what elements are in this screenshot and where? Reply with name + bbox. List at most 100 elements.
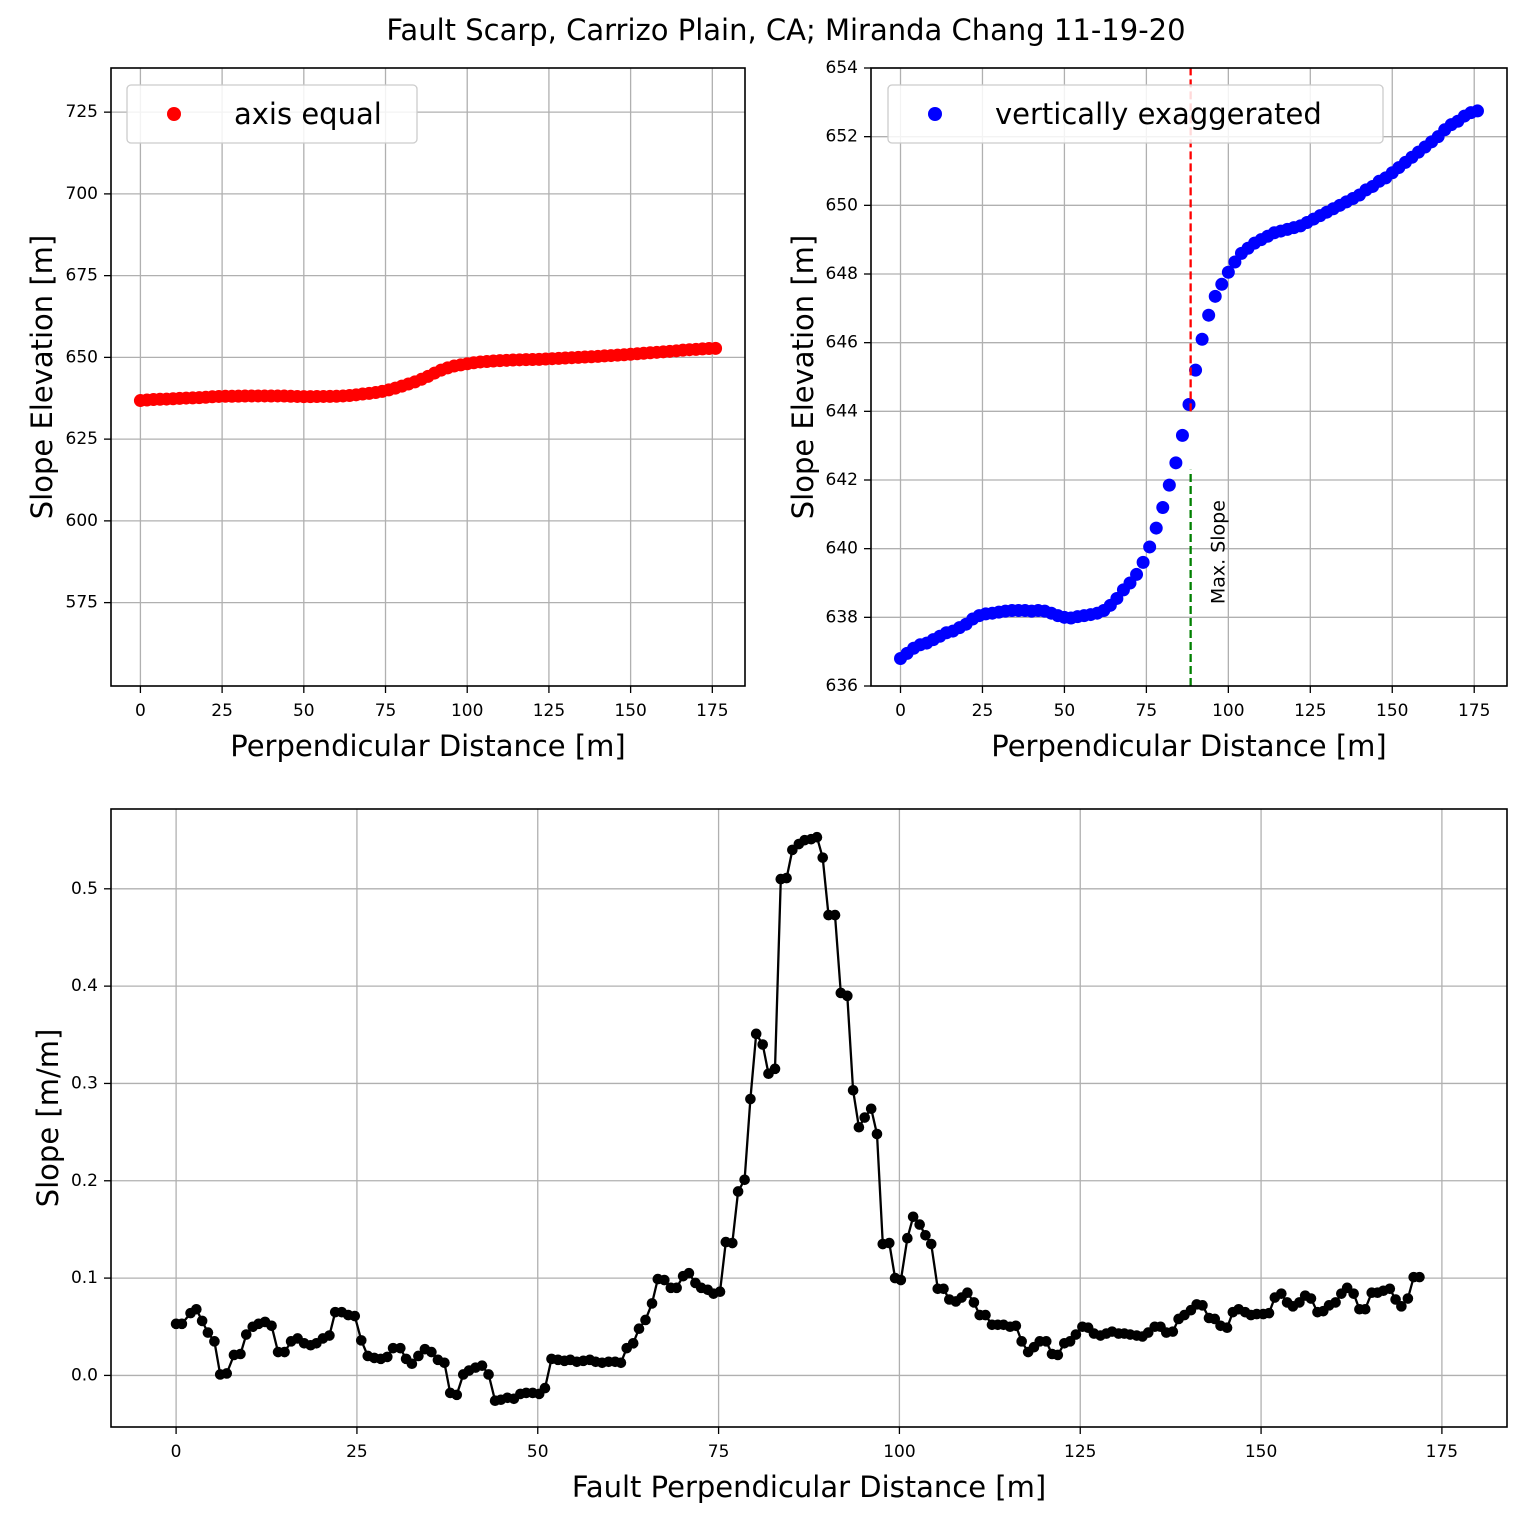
y-axis-label: Slope Elevation [m]: [25, 235, 59, 519]
x-tick-label: 0: [171, 1442, 182, 1462]
axes-frame: [110, 808, 1508, 1428]
data-point: [413, 1350, 424, 1362]
data-point: [1215, 277, 1229, 291]
data-point: [1221, 265, 1235, 279]
data-point: [750, 1028, 762, 1040]
data-point: [1402, 1293, 1414, 1304]
data-point: [476, 1360, 488, 1371]
data-point: [920, 1229, 931, 1241]
x-tick-label: 150: [1376, 701, 1408, 721]
y-axis-label: Slope [m/m]: [31, 1029, 65, 1208]
x-tick-label: 25: [972, 701, 994, 721]
data-point: [1221, 1322, 1233, 1334]
data-point: [209, 1336, 220, 1347]
data-point: [902, 1232, 913, 1244]
y-tick-label: 575: [66, 593, 98, 613]
data-point: [671, 1282, 682, 1294]
y-tick-label: 0.4: [71, 976, 98, 996]
x-tick-label: 0: [895, 701, 906, 721]
data-point: [1016, 1336, 1027, 1347]
data-point: [1263, 1307, 1275, 1319]
data-point: [640, 1314, 651, 1326]
x-axis-label: Fault Perpendicular Distance [m]: [572, 1470, 1046, 1504]
x-tick-label: 150: [614, 701, 646, 721]
data-point: [1305, 1293, 1317, 1304]
x-tick-label: 25: [346, 1442, 368, 1462]
y-tick-label: 725: [66, 102, 98, 122]
x-tick-label: 100: [883, 1442, 915, 1462]
data-point: [732, 1186, 744, 1197]
data-point: [938, 1283, 949, 1295]
data-point: [646, 1298, 658, 1309]
legend-label: vertically exaggerated: [995, 97, 1322, 131]
legend: vertically exaggerated: [887, 84, 1384, 144]
data-point: [1414, 1271, 1425, 1283]
data-point: [683, 1267, 695, 1279]
data-point: [1396, 1301, 1407, 1312]
x-tick-label: 0: [135, 701, 146, 721]
data-point: [853, 1121, 865, 1133]
data-point: [1189, 363, 1203, 377]
legend-box: [126, 84, 418, 144]
data-point: [781, 872, 792, 884]
x-tick-label: 50: [293, 701, 315, 721]
data-point: [1162, 478, 1176, 492]
data-point: [727, 1237, 738, 1249]
data-point: [406, 1358, 418, 1370]
x-axis-label: Perpendicular Distance [m]: [230, 729, 626, 763]
x-tick-label: 75: [1136, 701, 1158, 721]
legend: axis equal: [126, 84, 418, 144]
data-point: [968, 1297, 980, 1308]
y-tick-label: 640: [826, 539, 858, 559]
axis-equal-panel: 0 25 50 75 100 125 150 175 575 600 625 650 675 700 725…: [25, 67, 746, 763]
x-tick-label: 125: [1064, 1442, 1096, 1462]
x-tick-label: 125: [533, 701, 565, 721]
slope-panel: 0 25 50 75 100 125 150 175 0.0 0.1 0.2 0.3 0.4 0.5 Fau…: [31, 808, 1508, 1504]
data-point: [714, 1286, 726, 1298]
y-tick-label: 675: [66, 266, 98, 286]
data-point: [1348, 1288, 1359, 1299]
data-point: [659, 1274, 670, 1286]
y-tick-label: 650: [826, 195, 858, 215]
data-point: [426, 1346, 437, 1358]
x-tick-label: 100: [451, 701, 483, 721]
data-point: [324, 1330, 335, 1341]
y-tick-label: 646: [826, 333, 858, 353]
axes-frame: [870, 67, 1508, 687]
x-tick-label: 175: [1426, 1442, 1458, 1462]
x-tick-label: 50: [527, 1442, 549, 1462]
data-point: [1182, 397, 1196, 411]
data-point: [1359, 1303, 1371, 1315]
data-point: [817, 852, 829, 863]
data-point: [395, 1342, 406, 1354]
legend-box: [887, 84, 1384, 144]
x-tick-label: 175: [696, 701, 728, 721]
legend-marker: [167, 107, 181, 121]
data-point: [279, 1346, 290, 1358]
data-point: [349, 1310, 361, 1322]
data-point: [1195, 332, 1209, 346]
data-point: [382, 1351, 393, 1363]
data-point: [1136, 555, 1150, 569]
data-point: [1010, 1320, 1022, 1332]
data-point: [1470, 104, 1484, 118]
axes-frame: [110, 67, 746, 687]
data-point: [1208, 289, 1222, 303]
data-point: [907, 1211, 919, 1223]
data-point: [266, 1320, 277, 1332]
data-point: [865, 1103, 877, 1115]
y-tick-label: 648: [826, 264, 858, 284]
y-axis-label: Slope Elevation [m]: [786, 235, 820, 519]
y-tick-label: 0.0: [71, 1365, 98, 1385]
legend-label: axis equal: [234, 97, 382, 131]
y-tick-label: 0.2: [71, 1171, 98, 1191]
data-point: [914, 1219, 925, 1230]
data-point: [615, 1357, 627, 1369]
data-point: [196, 1315, 208, 1327]
x-tick-label: 125: [1294, 701, 1326, 721]
data-point: [439, 1357, 450, 1369]
data-point: [709, 341, 723, 355]
data-point: [980, 1309, 991, 1321]
